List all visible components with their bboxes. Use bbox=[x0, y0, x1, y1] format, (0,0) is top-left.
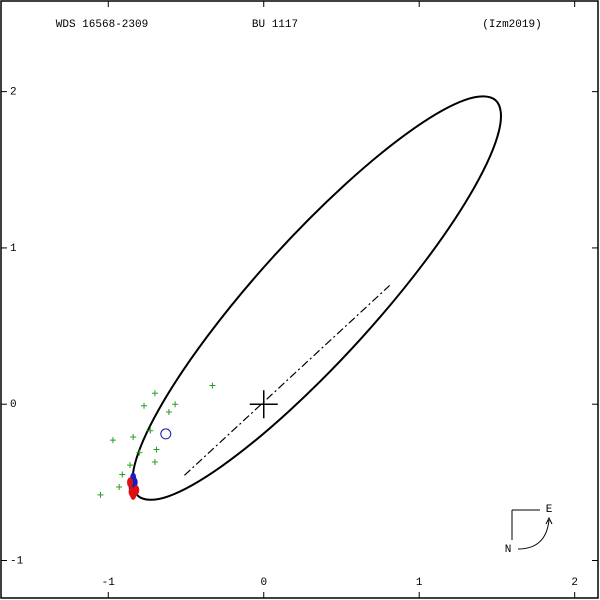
observation bbox=[116, 484, 123, 491]
observation bbox=[97, 491, 104, 498]
orbit bbox=[131, 95, 502, 501]
observation bbox=[119, 471, 126, 478]
observation bbox=[153, 446, 160, 453]
x-tick-label: 2 bbox=[571, 577, 578, 589]
measurement bbox=[127, 477, 134, 488]
measurement bbox=[130, 489, 137, 500]
observation bbox=[151, 459, 158, 466]
compass-arrow bbox=[517, 516, 553, 550]
observation bbox=[127, 462, 134, 469]
y-tick-label: -1 bbox=[10, 555, 24, 567]
observation bbox=[165, 409, 172, 416]
y-tick-label: 1 bbox=[10, 243, 17, 255]
chart-subtitle: BU 1117 bbox=[252, 19, 298, 31]
compass-lines bbox=[511, 509, 540, 540]
primary-star bbox=[249, 390, 278, 419]
observation bbox=[136, 449, 143, 456]
observation bbox=[151, 390, 158, 397]
x-tick-label: -1 bbox=[102, 577, 116, 589]
chart-title: WDS 16568-2309 bbox=[56, 19, 148, 31]
x-tick-label: 1 bbox=[416, 577, 423, 589]
observation bbox=[147, 427, 154, 434]
observation bbox=[109, 437, 116, 444]
line-of-nodes bbox=[184, 284, 391, 476]
compass-east: E bbox=[546, 504, 553, 516]
compass: E N bbox=[505, 504, 553, 556]
observation bbox=[172, 401, 179, 408]
y-tick-label: 0 bbox=[10, 399, 17, 411]
compass-north: N bbox=[505, 544, 512, 556]
y-tick-label: 2 bbox=[10, 87, 17, 99]
observation bbox=[141, 402, 148, 409]
observation bbox=[209, 382, 216, 389]
x-tick-label: 0 bbox=[260, 577, 267, 589]
source-label: (Izm2019) bbox=[482, 19, 541, 31]
observation bbox=[130, 434, 137, 441]
predicted-position bbox=[160, 428, 172, 440]
